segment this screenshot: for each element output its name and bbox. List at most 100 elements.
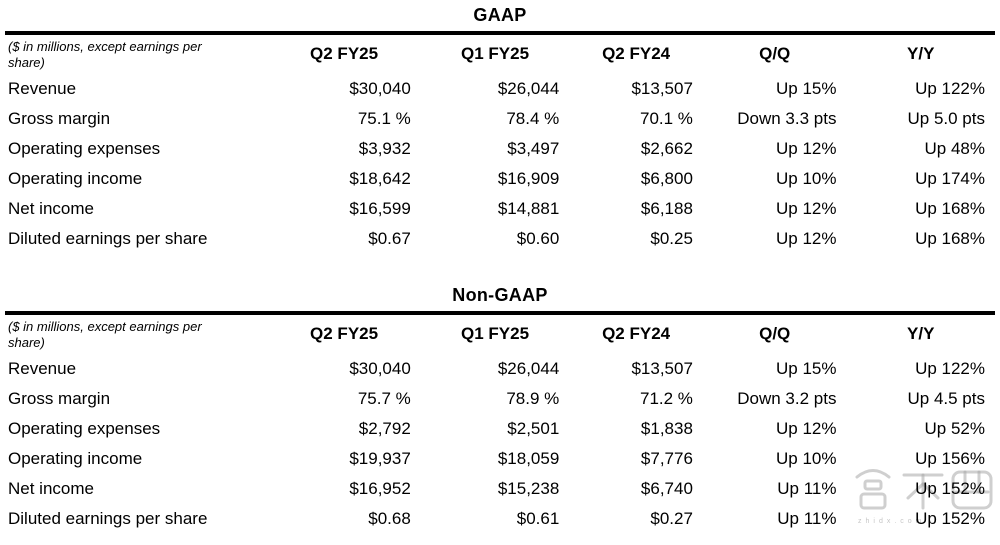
- column-header-qq: Q/Q: [759, 323, 791, 343]
- table-cell: Up 15%: [775, 79, 837, 99]
- table-cell: 75.7 %: [357, 389, 411, 409]
- table-note: ($ in millions, except earnings per shar…: [8, 39, 202, 70]
- row-label: Net income: [8, 199, 94, 219]
- row-label: Revenue: [8, 359, 77, 379]
- table-cell: $2,501: [507, 419, 560, 439]
- row-label: Operating expenses: [8, 139, 161, 159]
- table-cell: 71.2 %: [639, 389, 693, 409]
- row-label: Operating income: [8, 169, 143, 189]
- column-header-q2fy24: Q2 FY24: [602, 43, 671, 63]
- table-cell: Up 168%: [915, 199, 985, 219]
- row-label: Diluted earnings per share: [8, 229, 208, 249]
- table-cell: $13,507: [631, 359, 693, 379]
- table-cell: Up 174%: [915, 169, 985, 189]
- column-header-q1fy25: Q1 FY25: [461, 43, 530, 63]
- table-cell: $3,497: [507, 139, 560, 159]
- table-title-gaap: GAAP: [473, 5, 527, 25]
- table-cell: Up 168%: [915, 229, 985, 249]
- table-cell: $0.25: [650, 229, 693, 249]
- table-cell: Down 3.2 pts: [737, 389, 837, 409]
- table-cell: Up 12%: [775, 139, 837, 159]
- table-cell: $6,800: [640, 169, 693, 189]
- table-cell: $14,881: [497, 199, 560, 219]
- table-cell: Up 5.0 pts: [907, 109, 986, 129]
- non-gaap-section: Non-GAAP ($ in millions, except earnings…: [5, 284, 995, 534]
- table-cell: $0.67: [368, 229, 411, 249]
- table-row: Revenue $30,040 $26,044 $13,507 Up 15% Up 122…: [5, 74, 995, 104]
- row-label: Revenue: [8, 79, 77, 99]
- table-cell: 75.1 %: [357, 109, 411, 129]
- table-cell: $18,642: [349, 169, 411, 189]
- table-row: Operating expenses $2,792 $2,501 $1,838 Up 1…: [5, 414, 995, 444]
- table-row: Diluted earnings per share $0.67 $0.60 $0.2…: [5, 224, 995, 254]
- table-cell: Up 15%: [775, 359, 837, 379]
- table-cell: $0.61: [516, 509, 560, 529]
- table-cell: $6,188: [640, 199, 693, 219]
- row-label: Diluted earnings per share: [8, 509, 208, 529]
- table-row: Diluted earnings per share $0.68 $0.61 $0.2…: [5, 504, 995, 534]
- table-cell: $15,238: [497, 479, 560, 499]
- row-label: Operating income: [8, 449, 143, 469]
- table-cell: Up 10%: [775, 449, 837, 469]
- table-cell: 78.9 %: [506, 389, 560, 409]
- table-cell: Up 10%: [775, 169, 837, 189]
- column-header-q2fy25: Q2 FY25: [310, 323, 379, 343]
- table-cell: Up 156%: [915, 449, 985, 469]
- table-cell: $13,507: [631, 79, 693, 99]
- table-cell: Up 12%: [775, 199, 837, 219]
- table-cell: $6,740: [640, 479, 693, 499]
- header-row: ($ in millions, except earnings per shar…: [5, 33, 995, 74]
- table-cell: Up 152%: [915, 479, 985, 499]
- column-header-yy: Y/Y: [907, 323, 935, 343]
- table-row: Operating expenses $3,932 $3,497 $2,662 Up 1…: [5, 134, 995, 164]
- non-gaap-financial-table: ($ in millions, except earnings per shar…: [5, 311, 995, 534]
- table-cell: $26,044: [497, 79, 560, 99]
- table-cell: $16,909: [497, 169, 560, 189]
- table-cell: $2,662: [640, 139, 693, 159]
- table-cell: $2,792: [358, 419, 411, 439]
- table-cell: Up 11%: [777, 509, 837, 529]
- column-header-yy: Y/Y: [907, 43, 935, 63]
- row-label: Operating expenses: [8, 419, 161, 439]
- row-label: Gross margin: [8, 389, 111, 409]
- table-cell: Up 12%: [775, 419, 837, 439]
- table-cell: Up 11%: [777, 479, 837, 499]
- table-cell: Up 122%: [915, 359, 985, 379]
- table-cell: Up 48%: [924, 139, 985, 159]
- table-cell: $0.68: [368, 509, 411, 529]
- page: GAAP ($ in millions, except earnings per…: [5, 4, 995, 534]
- table-note: ($ in millions, except earnings per shar…: [8, 319, 202, 350]
- table-cell: $3,932: [358, 139, 411, 159]
- table-row: Net income $16,952 $15,238 $6,740 Up 11% Up 1…: [5, 474, 995, 504]
- table-cell: 70.1 %: [639, 109, 693, 129]
- gaap-section: GAAP ($ in millions, except earnings per…: [5, 4, 995, 254]
- table-cell: 78.4 %: [506, 109, 560, 129]
- table-cell: $0.27: [650, 509, 693, 529]
- table-row: Gross margin 75.7 % 78.9 % 71.2 % Down 3.2 p…: [5, 384, 995, 414]
- column-header-qq: Q/Q: [759, 43, 791, 63]
- row-label: Net income: [8, 479, 94, 499]
- table-cell: Down 3.3 pts: [737, 109, 837, 129]
- table-note-cell: ($ in millions, except earnings per shar…: [5, 33, 267, 74]
- table-title-non-gaap: Non-GAAP: [452, 285, 548, 306]
- table-row: Net income $16,599 $14,881 $6,188 Up 12% Up 1…: [5, 194, 995, 224]
- table-cell: $30,040: [349, 79, 411, 99]
- table-cell: $30,040: [349, 359, 411, 379]
- table-cell: $16,952: [349, 479, 411, 499]
- table-cell: Up 52%: [924, 419, 985, 439]
- gaap-financial-table: ($ in millions, except earnings per shar…: [5, 31, 995, 254]
- table-row: Revenue $30,040 $26,044 $13,507 Up 15% Up 122…: [5, 354, 995, 384]
- table-cell: Up 12%: [775, 229, 837, 249]
- column-header-q2fy25: Q2 FY25: [310, 43, 379, 63]
- table-cell: $7,776: [640, 449, 693, 469]
- row-label: Gross margin: [8, 109, 111, 129]
- table-cell: $26,044: [497, 359, 560, 379]
- column-header-q1fy25: Q1 FY25: [461, 323, 530, 343]
- table-cell: Up 152%: [915, 509, 985, 529]
- table-cell: $0.60: [516, 229, 560, 249]
- column-header-q2fy24: Q2 FY24: [602, 323, 671, 343]
- table-cell: Up 4.5 pts: [907, 389, 986, 409]
- table-cell: $18,059: [497, 449, 560, 469]
- table-row: Operating income $18,642 $16,909 $6,800 Up 1…: [5, 164, 995, 194]
- table-cell: $1,838: [640, 419, 693, 439]
